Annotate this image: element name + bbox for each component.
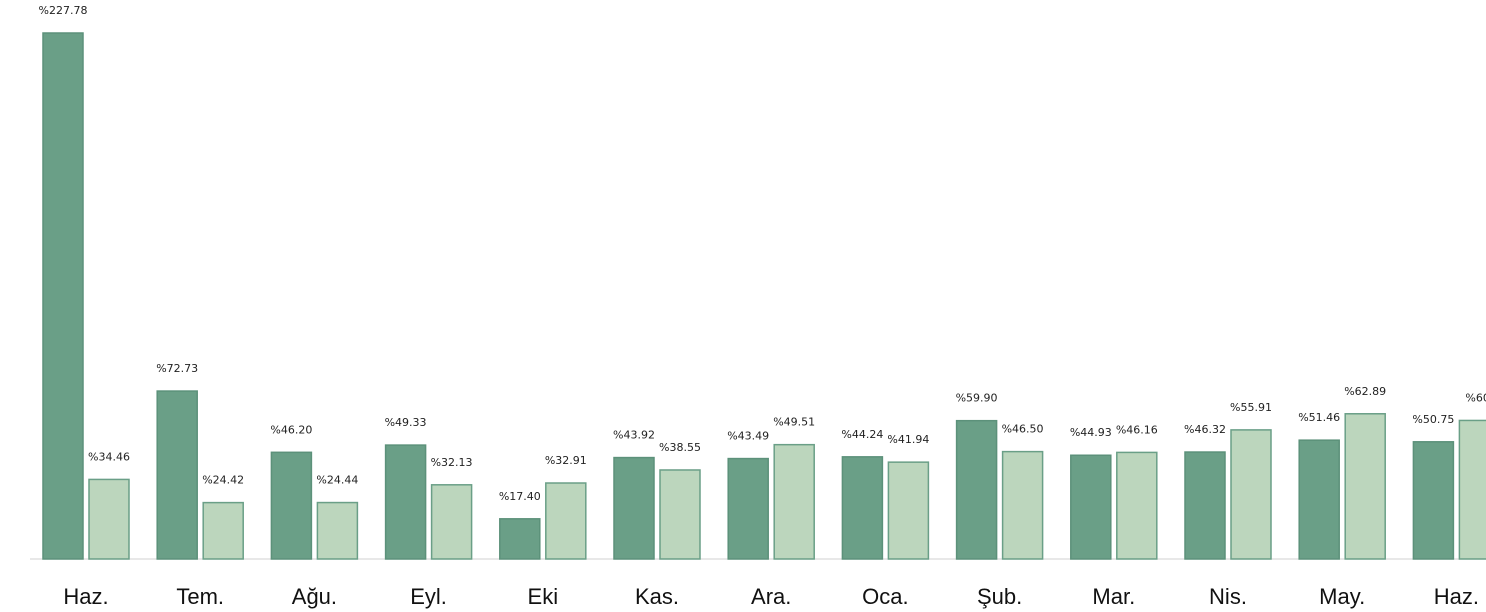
value-label-series1-11: %46.32 bbox=[1184, 423, 1226, 436]
value-label-series2-8: %41.94 bbox=[887, 433, 929, 446]
bar-series1-8 bbox=[841, 456, 884, 560]
category-labels-group: Haz. Tem. Ağu. Eyl. Eki Kas. Ara. Oca. Şub. Mar. N… bbox=[63, 584, 1479, 609]
value-label-series1-1: %227.78 bbox=[39, 4, 88, 17]
category-label-10: Mar. bbox=[1092, 584, 1135, 609]
category-label-7: Ara. bbox=[751, 584, 791, 609]
bar-series2-3 bbox=[316, 501, 359, 560]
value-label-series1-6: %43.92 bbox=[613, 429, 655, 442]
value-label-series1-3: %46.20 bbox=[270, 423, 312, 436]
bar-series1-6 bbox=[613, 456, 655, 560]
category-label-11: Nis. bbox=[1209, 584, 1247, 609]
value-label-series2-9: %46.50 bbox=[1002, 423, 1044, 436]
value-label-series2-3: %24.44 bbox=[316, 474, 358, 487]
bar-series2-12 bbox=[1344, 413, 1386, 560]
bar-series2-10 bbox=[1116, 451, 1158, 560]
value-label-series1-2: %72.73 bbox=[156, 362, 198, 375]
category-label-5: Eki bbox=[528, 584, 559, 609]
category-label-8: Oca. bbox=[862, 584, 908, 609]
category-label-6: Kas. bbox=[635, 584, 679, 609]
bar-series1-12 bbox=[1298, 439, 1340, 560]
value-label-series1-5: %17.40 bbox=[499, 490, 541, 503]
bar-series1-4 bbox=[384, 444, 427, 560]
category-label-12: May. bbox=[1319, 584, 1365, 609]
bar-series2-11 bbox=[1230, 429, 1272, 560]
bar-series1-5 bbox=[499, 518, 541, 560]
value-label-series2-11: %55.91 bbox=[1230, 401, 1272, 414]
category-label-3: Ağu. bbox=[292, 584, 337, 609]
bar-series2-2 bbox=[202, 501, 244, 560]
category-label-2: Tem. bbox=[176, 584, 224, 609]
category-label-9: Şub. bbox=[977, 584, 1022, 609]
value-label-series1-8: %44.24 bbox=[841, 428, 883, 441]
value-label-series1-10: %44.93 bbox=[1070, 426, 1112, 439]
value-label-series2-12: %62.89 bbox=[1344, 385, 1386, 398]
value-label-series2-1: %34.46 bbox=[88, 450, 130, 463]
value-label-series1-7: %43.49 bbox=[727, 430, 769, 443]
value-label-series1-4: %49.33 bbox=[385, 416, 427, 429]
bar-series1-9 bbox=[955, 419, 998, 560]
bar-series1-13 bbox=[1412, 441, 1455, 560]
bar-series2-6 bbox=[659, 469, 701, 560]
bar-series2-5 bbox=[545, 482, 587, 560]
bar-series2-9 bbox=[1001, 450, 1044, 560]
value-label-series2-13: %60. bbox=[1465, 391, 1486, 404]
bar-series2-8 bbox=[887, 461, 930, 560]
bar-series1-1 bbox=[42, 32, 84, 560]
value-label-series1-12: %51.46 bbox=[1298, 411, 1340, 424]
bar-series1-2 bbox=[156, 390, 198, 560]
value-label-series1-9: %59.90 bbox=[956, 392, 998, 405]
value-label-series2-10: %46.16 bbox=[1116, 423, 1158, 436]
value-label-series2-2: %24.42 bbox=[202, 474, 244, 487]
value-labels-group: %227.78 %34.46 %72.73 %24.42 %46.20 %24.44 %49… bbox=[39, 4, 1486, 503]
bar-series2-7 bbox=[773, 443, 815, 560]
value-label-series2-6: %38.55 bbox=[659, 441, 701, 454]
bars-group bbox=[42, 32, 1486, 560]
category-label-1: Haz. bbox=[63, 584, 108, 609]
value-label-series1-13: %50.75 bbox=[1412, 413, 1454, 426]
category-label-13: Haz. bbox=[1434, 584, 1479, 609]
bar-series1-10 bbox=[1070, 454, 1112, 560]
bar-series2-13 bbox=[1458, 419, 1486, 560]
value-label-series2-7: %49.51 bbox=[773, 416, 815, 429]
value-label-series2-5: %32.91 bbox=[545, 454, 587, 467]
bar-series1-11 bbox=[1184, 451, 1226, 560]
category-label-4: Eyl. bbox=[410, 584, 447, 609]
bar-series1-3 bbox=[270, 451, 313, 560]
bar-series2-1 bbox=[88, 478, 130, 560]
value-label-series2-4: %32.13 bbox=[431, 456, 473, 469]
bar-series1-7 bbox=[727, 457, 769, 560]
bar-series2-4 bbox=[430, 484, 473, 560]
